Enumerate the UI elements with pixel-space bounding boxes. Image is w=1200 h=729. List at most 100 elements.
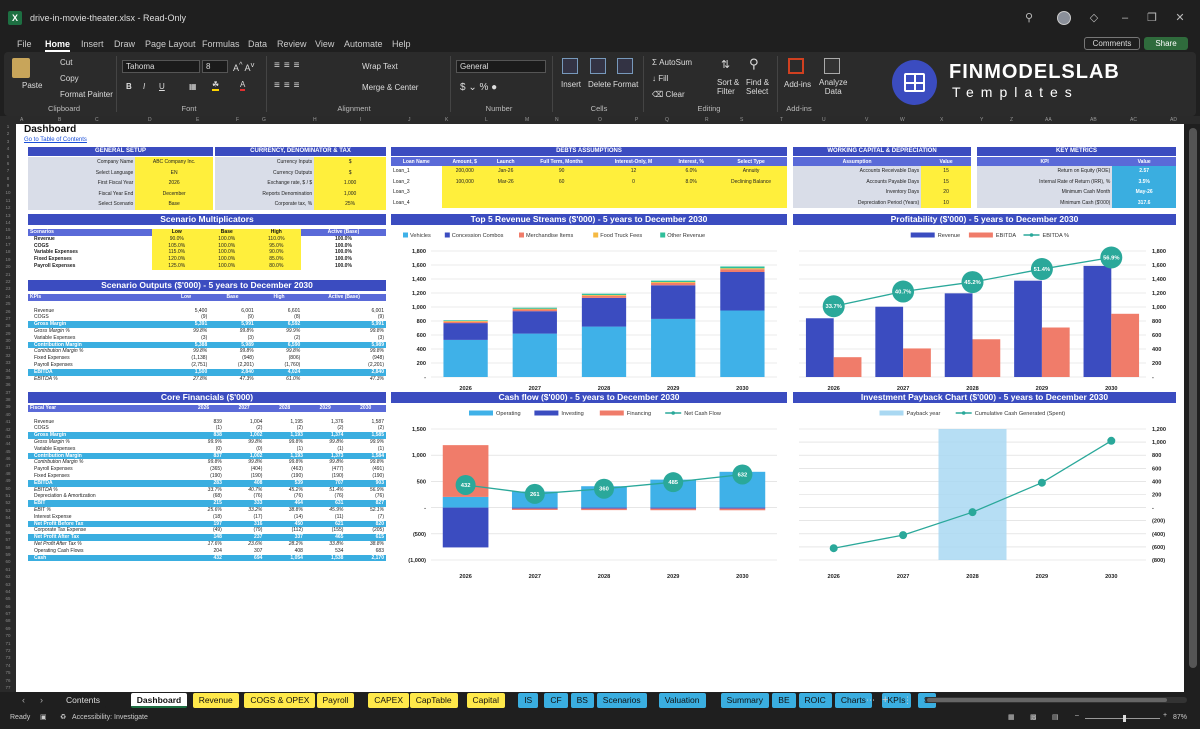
table-cell[interactable]: (68) [212,493,222,500]
table-cell[interactable]: (155) [331,527,344,534]
table-cell[interactable]: (9) [377,314,384,321]
table-cell[interactable]: (491) [372,466,384,473]
table-cell[interactable]: 99.8% [329,438,344,445]
table-cell[interactable]: 6,001 [241,307,254,314]
table-cell[interactable]: 837 [183,452,224,460]
table-cell[interactable]: (365) [210,466,222,473]
table-cell[interactable]: (0) [256,445,263,452]
analyze-data-button[interactable]: Analyze Data [819,78,848,96]
table-cell[interactable]: Minimum Cash ($'000) [977,197,1113,208]
sheet-tab-cf[interactable]: CF [544,693,568,708]
table-cell[interactable]: 99.8% [369,459,384,466]
table-cell[interactable]: Operating Cash Flows [34,547,84,554]
copy-button[interactable]: Copy [60,74,79,83]
table-cell[interactable]: Return on Equity (ROE) [977,166,1113,177]
table-cell[interactable]: 5,989 [209,341,256,349]
table-cell[interactable]: 215 [183,500,224,507]
find-select-icon[interactable]: ⚲ [749,56,759,71]
row-number[interactable]: 9 [6,183,10,189]
row-value[interactable]: December [135,188,213,199]
close-icon[interactable]: ✕ [1175,12,1185,24]
row-number[interactable]: 45 [5,448,11,454]
table-cell[interactable]: (1) [377,445,384,452]
table-cell[interactable]: (9) [247,314,254,321]
table-cell[interactable]: 0 [599,176,668,187]
table-cell[interactable]: EBIT % [34,506,51,513]
table-cell[interactable]: 23.6% [248,540,263,547]
table-cell[interactable]: Contribution Margin [28,452,184,460]
column-header[interactable]: C [95,117,99,123]
table-cell[interactable]: Contribution Margin [28,341,163,349]
table-cell[interactable]: 38.8% [288,506,303,513]
row-value[interactable]: ABC Company Inc. [135,157,213,168]
row-number[interactable]: 22 [5,278,11,284]
row-number[interactable]: 47 [5,463,11,469]
sheet-tab-kpis[interactable]: KPIs [881,693,912,708]
table-cell[interactable]: 100.0% [201,242,252,250]
row-number[interactable]: 52 [5,500,11,506]
table-cell[interactable]: 631 [304,500,346,507]
table-cell[interactable]: 25.6% [207,506,222,513]
table-cell[interactable]: (1) [296,445,303,452]
table-cell[interactable]: Payroll Expenses [34,361,73,368]
table-cell[interactable]: 237 [223,534,265,541]
clear-button[interactable]: ⌫ Clear [652,90,685,99]
row-value[interactable]: 1,000 [314,188,386,199]
row-number[interactable]: 20 [5,264,11,270]
table-cell[interactable]: (1,760) [284,361,301,368]
table-cell[interactable]: (1) [337,445,344,452]
table-cell[interactable]: (2) [377,425,384,432]
table-cell[interactable] [28,412,183,419]
table-cell[interactable] [523,187,600,198]
row-number[interactable]: 46 [5,456,11,462]
next-sheet-icon[interactable]: › [40,695,43,705]
row-number[interactable]: 25 [5,301,11,307]
row-number[interactable]: 1 [6,124,10,129]
table-cell[interactable]: 105.0% [151,242,202,250]
table-cell[interactable]: (190) [331,472,344,479]
column-header[interactable]: AA [1045,117,1052,123]
row-number[interactable]: 75 [5,670,11,676]
table-cell[interactable]: 60 [523,176,600,187]
table-cell[interactable]: 99.8% [207,459,222,466]
row-number[interactable]: 61 [5,566,11,572]
table-cell[interactable]: 90 [523,166,600,177]
row-number[interactable]: 40 [5,411,11,417]
table-cell[interactable]: 408 [294,547,303,554]
table-cell[interactable] [715,187,787,198]
table-cell[interactable]: 100.0% [334,256,352,263]
table-cell[interactable] [256,301,303,308]
row-number[interactable]: 39 [5,404,11,410]
diamond-icon[interactable]: ◇ [1089,12,1099,24]
normal-view-icon[interactable]: ▦ [1008,714,1015,721]
row-number[interactable]: 66 [5,603,11,609]
sheet-tab-summary[interactable]: Summary [720,693,769,708]
table-cell[interactable]: EBITDA % [34,375,58,382]
table-cell[interactable]: 100.0% [334,249,352,256]
table-cell[interactable]: COGS [34,242,49,249]
row-number[interactable]: 62 [5,574,11,580]
sheet-tab-charts[interactable]: Charts [834,693,872,708]
toc-link[interactable]: Go to Table of Contents [24,137,87,143]
table-cell[interactable]: 61.0% [286,375,301,382]
row-number[interactable]: 30 [5,338,11,344]
column-header[interactable]: Z [1010,117,1014,123]
table-cell[interactable]: (76) [253,493,263,500]
table-cell[interactable]: 2,840 [302,368,386,376]
underline-button[interactable]: U [159,82,165,91]
horizontal-scrollbar[interactable] [925,697,1187,703]
sheet-tab-is[interactable]: IS [518,693,539,708]
row-number[interactable]: 18 [5,249,11,255]
table-cell[interactable] [183,412,224,419]
table-cell[interactable]: 10 [921,197,971,208]
sheet-tab-capex[interactable]: CAPEX [368,693,410,708]
table-cell[interactable]: 95.0% [251,242,301,250]
row-value[interactable]: EN [135,167,213,178]
prev-sheet-icon[interactable]: ‹ [22,695,25,705]
table-cell[interactable]: Cash [28,554,184,562]
row-number[interactable]: 50 [5,485,11,491]
italic-button[interactable]: I [143,82,146,91]
borders-icon[interactable]: ▦ [189,82,197,91]
table-cell[interactable]: 99.8% [329,459,344,466]
row-number[interactable]: 8 [6,175,10,181]
